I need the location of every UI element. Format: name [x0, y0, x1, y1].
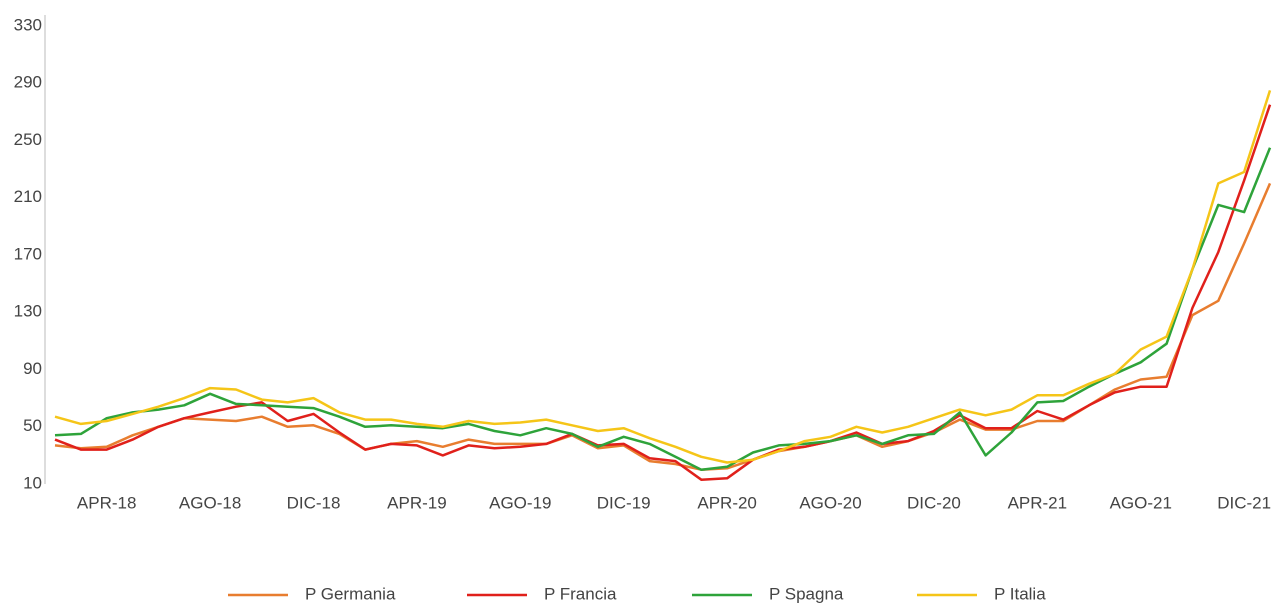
x-tick-label: APR-18 [77, 493, 137, 512]
y-tick-label: 90 [23, 359, 42, 378]
y-tick-label: 330 [14, 15, 42, 34]
legend-label: P Italia [994, 584, 1046, 603]
x-tick-label: APR-21 [1008, 493, 1068, 512]
x-tick-label: DIC-18 [287, 493, 341, 512]
series-line [54, 104, 1272, 481]
y-tick-label: 250 [14, 130, 42, 149]
y-tick-label: 10 [23, 473, 42, 492]
legend-label: P Germania [305, 584, 396, 603]
series-line [54, 147, 1272, 471]
y-tick-label: 170 [14, 244, 42, 263]
y-tick-label: 210 [14, 187, 42, 206]
x-tick-label: DIC-21 [1217, 493, 1271, 512]
x-tick-label: DIC-20 [907, 493, 961, 512]
x-tick-label: DIC-19 [597, 493, 651, 512]
x-tick-label: AGO-19 [489, 493, 551, 512]
x-tick-label: AGO-20 [799, 493, 861, 512]
series-line [54, 182, 1272, 471]
legend-label: P Spagna [769, 584, 844, 603]
x-tick-label: AGO-18 [179, 493, 241, 512]
x-tick-label: APR-19 [387, 493, 447, 512]
x-tick-label: AGO-21 [1110, 493, 1172, 512]
y-tick-label: 130 [14, 302, 42, 321]
y-tick-label: 290 [14, 73, 42, 92]
series-line [54, 90, 1272, 464]
y-tick-label: 50 [23, 416, 42, 435]
legend-label: P Francia [544, 584, 617, 603]
x-tick-label: APR-20 [697, 493, 757, 512]
